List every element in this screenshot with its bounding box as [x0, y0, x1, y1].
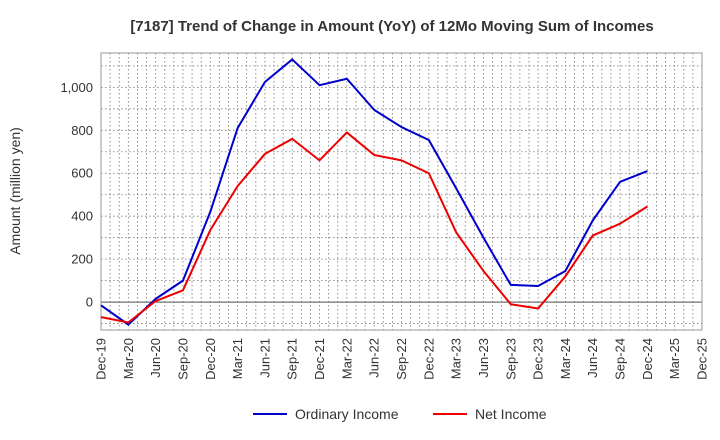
x-tick-label: Dec-24: [640, 338, 655, 380]
x-tick-label: Mar-22: [339, 338, 354, 379]
x-tick-label: Sep-21: [285, 338, 300, 380]
x-tick-label: Dec-22: [421, 338, 436, 380]
grid: [100, 53, 703, 330]
x-tick-label: Mar-24: [558, 338, 573, 379]
legend-label: Ordinary Income: [295, 406, 399, 422]
x-tick-label: Jun-24: [585, 338, 600, 378]
y-tick-labels: 0 200 400 600 800 1,000: [60, 80, 93, 310]
x-tick-label: Sep-20: [175, 338, 190, 380]
x-tick-label: Mar-20: [121, 338, 136, 379]
chart-title: [7187] Trend of Change in Amount (YoY) o…: [130, 18, 653, 35]
legend-label: Net Income: [475, 406, 547, 422]
series-lines: [100, 58, 648, 326]
x-tick-label: Jun-20: [148, 338, 163, 378]
x-tick-label: Dec-23: [531, 338, 546, 380]
x-tick-labels: Dec-19 Mar-20 Jun-20 Sep-20 Dec-20 Mar-21 Jun-…: [94, 338, 710, 380]
x-tick-label: Dec-20: [203, 338, 218, 380]
x-tick-label: Jun-23: [476, 338, 491, 378]
y-tick-label: 1,000: [60, 80, 93, 95]
y-axis-label: Amount (million yen): [7, 127, 23, 255]
x-tick-label: Mar-21: [230, 338, 245, 379]
x-tick-label: Sep-23: [503, 338, 518, 380]
x-tick-label: Mar-25: [667, 338, 682, 379]
y-tick-label: 0: [86, 295, 93, 310]
plot-frame: [100, 52, 703, 331]
x-tick-label: Dec-25: [695, 338, 710, 380]
x-tick-label: Sep-24: [613, 338, 628, 380]
series-line-ordinary-income: [100, 58, 648, 326]
legend: Ordinary Income Net Income: [253, 406, 547, 422]
y-tick-label: 200: [71, 252, 93, 267]
series-line-net-income: [100, 131, 648, 324]
y-tick-label: 400: [71, 209, 93, 224]
x-tick-label: Mar-23: [449, 338, 464, 379]
x-tick-label: Sep-22: [394, 338, 409, 380]
x-tick-label: Jun-21: [257, 338, 272, 378]
y-tick-label: 600: [71, 166, 93, 181]
x-tick-label: Jun-22: [367, 338, 382, 378]
x-tick-label: Dec-21: [312, 338, 327, 380]
y-tick-label: 800: [71, 123, 93, 138]
x-tick-label: Dec-19: [94, 338, 109, 380]
